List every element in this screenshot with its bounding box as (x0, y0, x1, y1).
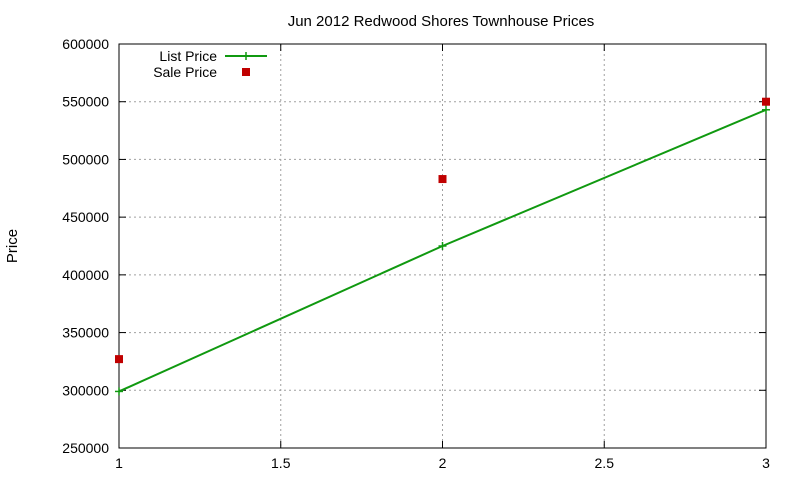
y-tick-label: 450000 (62, 209, 109, 225)
y-tick-label: 550000 (62, 94, 109, 110)
y-axis-label: Price (4, 229, 21, 263)
data-point (438, 242, 447, 250)
x-tick-label: 2 (439, 455, 447, 471)
data-point (115, 387, 123, 396)
series-list-price (115, 105, 770, 396)
data-point (115, 355, 123, 364)
y-tick-label: 300000 (62, 382, 109, 398)
legend-label: List Price (159, 48, 217, 64)
y-tick-label: 350000 (62, 325, 109, 341)
y-tick-label: 400000 (62, 267, 109, 283)
data-point (762, 105, 770, 114)
chart-title: Jun 2012 Redwood Shores Townhouse Prices (288, 13, 595, 30)
axes: 1 1.5 2 2.5 3 250000 300000 350000 400000 450000 5… (62, 36, 770, 471)
y-tick-label: 250000 (62, 440, 109, 456)
y-tick-label: 600000 (62, 36, 109, 52)
x-tick-label: 1.5 (271, 455, 291, 471)
data-point (438, 175, 447, 184)
legend-marker (242, 68, 250, 76)
y-tick-label: 500000 (62, 151, 109, 167)
series-sale-price (115, 97, 770, 364)
data-point (762, 97, 770, 106)
legend-label: Sale Price (153, 64, 217, 80)
x-tick-label: 3 (762, 455, 770, 471)
series (115, 97, 770, 396)
legend-marker (242, 52, 250, 60)
x-tick-label: 1 (115, 455, 123, 471)
x-tick-label: 2.5 (595, 455, 615, 471)
